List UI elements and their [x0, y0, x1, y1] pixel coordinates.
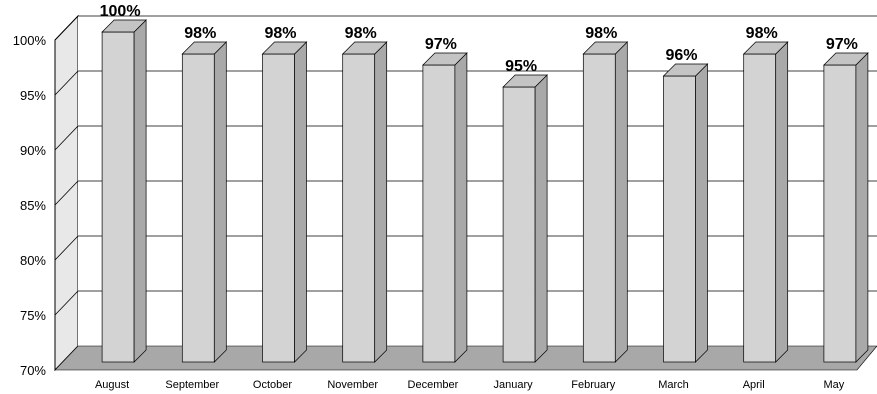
- bar-top-april: [742, 41, 789, 55]
- y-tick-label: 100%: [13, 33, 47, 48]
- data-label: 98%: [345, 25, 377, 42]
- gridline-side-100: [54, 15, 79, 41]
- y-tick-label: 80%: [20, 253, 46, 268]
- bar-november: [342, 53, 376, 363]
- data-label: 97%: [826, 36, 858, 53]
- bar-december: [422, 64, 456, 363]
- x-tick-label: November: [327, 379, 378, 391]
- data-label: 98%: [746, 25, 778, 42]
- gridline-side-75: [54, 290, 79, 316]
- x-tick-label: May: [824, 379, 845, 391]
- bar-january: [502, 86, 536, 363]
- x-tick-label: December: [408, 379, 459, 391]
- y-tick-label: 85%: [20, 198, 46, 213]
- x-tick-label: October: [253, 379, 292, 391]
- bar-side-september: [213, 41, 227, 363]
- bar-october: [262, 53, 295, 363]
- bar-side-january: [534, 74, 548, 363]
- bar-april: [743, 53, 777, 363]
- x-tick-label: January: [494, 379, 534, 391]
- gridline-side-80: [54, 235, 79, 261]
- bars: [101, 19, 869, 363]
- bar-top-december: [422, 52, 468, 66]
- data-label: 98%: [585, 25, 617, 42]
- bar-august: [101, 31, 135, 363]
- bar-top-september: [181, 41, 228, 55]
- bar-march: [663, 75, 696, 363]
- bar-top-november: [341, 41, 388, 55]
- bar-top-january: [502, 74, 548, 88]
- data-label: 95%: [505, 58, 537, 75]
- bar-side-february: [614, 41, 628, 363]
- data-label: 98%: [184, 25, 216, 42]
- y-tick-label: 70%: [20, 363, 46, 378]
- y-tick-label: 75%: [20, 308, 46, 323]
- data-label: 96%: [665, 47, 697, 64]
- bar-september: [181, 53, 215, 363]
- bar-top-february: [582, 41, 629, 55]
- data-label: 97%: [425, 36, 457, 53]
- x-axis-labels: August September October November December Ja…: [95, 379, 845, 391]
- data-label: 100%: [100, 3, 141, 20]
- data-labels: 100% 98% 98% 98% 97% 95% 98% 96% 98% 97%: [100, 3, 858, 75]
- bar-side-march: [695, 63, 708, 363]
- y-axis-ticks: 70% 75% 80% 85% 90% 95% 100%: [13, 33, 47, 378]
- x-tick-label: September: [165, 379, 219, 391]
- y-tick-label: 90%: [20, 143, 46, 158]
- x-tick-label: February: [571, 379, 616, 391]
- gridline-side-85: [54, 180, 79, 206]
- bar-top-august: [101, 19, 147, 33]
- bar-top-october: [261, 41, 308, 55]
- x-tick-label: August: [95, 379, 129, 391]
- bar-side-may: [855, 52, 869, 363]
- bar-side-august: [133, 19, 147, 363]
- x-tick-label: March: [658, 379, 689, 391]
- data-label: 98%: [264, 25, 296, 42]
- bar-side-october: [294, 41, 307, 363]
- bar-top-march: [662, 63, 709, 77]
- bar-side-december: [454, 52, 468, 363]
- bar-may: [823, 64, 857, 363]
- bar-side-april: [775, 41, 789, 363]
- gridline-side-95: [54, 70, 79, 96]
- bar-top-may: [823, 52, 869, 66]
- bar-february: [582, 53, 616, 363]
- bar-side-november: [374, 41, 388, 363]
- gridline-side-90: [54, 125, 79, 151]
- y-tick-label: 95%: [20, 88, 46, 103]
- x-tick-label: April: [743, 379, 765, 391]
